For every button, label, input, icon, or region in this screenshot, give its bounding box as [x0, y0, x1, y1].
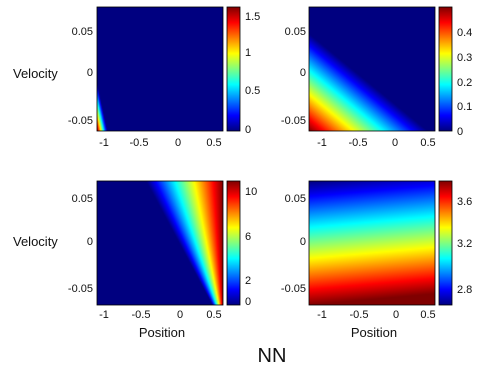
colorbar-tick-label: 0.3 [457, 52, 472, 64]
panel-bottom-right: 0.05 0 -0.05 -1 -0.5 0 0.5 Position 3.6 … [281, 180, 472, 340]
y-tick-label: -0.05 [68, 283, 93, 295]
x-tick-label: -0.5 [132, 309, 151, 321]
y-tick-label: -0.05 [281, 283, 306, 295]
x-tick-label: 0.5 [206, 309, 221, 321]
y-tick-label: 0.05 [285, 26, 306, 38]
figure-caption: NN [258, 345, 287, 366]
colorbar [439, 181, 452, 305]
x-tick-label: -1 [99, 309, 109, 321]
colorbar [439, 7, 452, 131]
y-tick-label: 0.05 [72, 193, 93, 205]
colorbar-tick-label: 2.8 [457, 284, 472, 296]
colorbar-tick-label: 0 [245, 296, 251, 308]
panel-bottom-left: Velocity 0.05 0 -0.05 -1 -0.5 0 0.5 Posi… [13, 180, 257, 340]
x-tick-label: 0 [175, 137, 181, 149]
x-tick-label: -1 [317, 137, 327, 149]
colorbar-tick-label: 6 [245, 231, 251, 243]
colorbar-tick-label: 0 [457, 126, 463, 138]
colorbar-tick-label: 0 [245, 124, 251, 136]
colorbar-tick-label: 0.2 [457, 77, 472, 89]
colorbar-frame [438, 180, 453, 306]
x-tick-label: 0.5 [420, 137, 435, 149]
colorbar-frame [438, 6, 453, 132]
colorbar-tick-label: 3.2 [457, 238, 472, 250]
x-tick-label: 0 [177, 309, 183, 321]
heatmap-image [97, 7, 223, 131]
x-tick-label: -0.5 [350, 309, 369, 321]
x-axis-label: Position [351, 325, 397, 340]
colorbar-tick-label: 1.5 [245, 11, 260, 23]
x-tick-label: 0 [392, 137, 398, 149]
colorbar [227, 7, 240, 131]
x-tick-label: 0.5 [206, 137, 221, 149]
heatmap-image [97, 181, 223, 305]
y-tick-label: 0 [300, 236, 306, 248]
y-tick-label: -0.05 [281, 115, 306, 127]
x-tick-label: -0.5 [130, 137, 149, 149]
plot-frame [308, 180, 436, 306]
colorbar-frame [226, 180, 241, 306]
colorbar-tick-label: 0.5 [245, 85, 260, 97]
x-tick-label: -1 [317, 309, 327, 321]
colorbar-tick-label: 2 [245, 275, 251, 287]
colorbar [227, 181, 240, 305]
plot-frame [308, 6, 436, 132]
y-tick-label: -0.05 [68, 115, 93, 127]
panel-top-left: Velocity 0.05 0 -0.05 -1 -0.5 0 0.5 1.5 … [13, 6, 260, 149]
x-axis-label: Position [139, 325, 185, 340]
y-axis-label: Velocity [13, 66, 58, 81]
x-tick-label: 0.5 [420, 309, 435, 321]
y-axis-label: Velocity [13, 234, 58, 249]
colorbar-tick-label: 1 [245, 47, 251, 59]
y-tick-label: 0 [300, 67, 306, 79]
panel-top-right: 0.05 0 -0.05 -1 -0.5 0 0.5 0.4 0.3 0.2 0… [281, 6, 472, 149]
y-tick-label: 0.05 [285, 193, 306, 205]
plot-frame [96, 6, 224, 132]
colorbar-frame [226, 6, 241, 132]
heatmap-image [309, 181, 435, 305]
x-tick-label: -1 [99, 137, 109, 149]
colorbar-tick-label: 10 [245, 186, 257, 198]
plot-frame [96, 180, 224, 306]
x-tick-label: -0.5 [349, 137, 368, 149]
colorbar-tick-label: 0.4 [457, 27, 472, 39]
x-tick-label: 0 [393, 309, 399, 321]
colorbar-tick-label: 0.1 [457, 101, 472, 113]
y-tick-label: 0 [87, 67, 93, 79]
y-tick-label: 0 [87, 236, 93, 248]
colorbar-tick-label: 3.6 [457, 196, 472, 208]
heatmap-image [309, 7, 435, 131]
y-tick-label: 0.05 [72, 26, 93, 38]
